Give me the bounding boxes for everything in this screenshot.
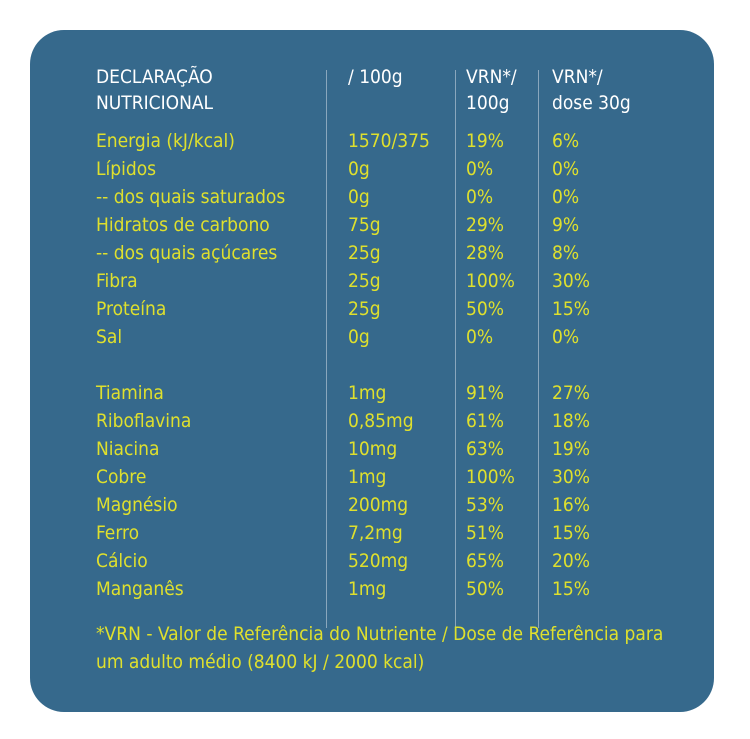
nutrient-name: Hidratos de carbono bbox=[96, 214, 270, 236]
nutrient-name: Proteína bbox=[96, 298, 167, 320]
table-row: -- dos quais saturados 0g 0% 0% bbox=[30, 183, 714, 211]
table-row: Ferro 7,2mg 51% 15% bbox=[30, 519, 714, 547]
vrn-dose-value: 15% bbox=[552, 522, 590, 544]
per-100g-value: 25g bbox=[348, 242, 381, 264]
nutrient-name: Fibra bbox=[96, 270, 138, 292]
nutrient-name: Ferro bbox=[96, 522, 140, 544]
per-100g-value: 10mg bbox=[348, 438, 398, 460]
nutrient-name: Lípidos bbox=[96, 158, 157, 180]
per-100g-value: 1mg bbox=[348, 466, 387, 488]
nutrient-name: Riboflavina bbox=[96, 410, 192, 432]
vrn-100g-value: 19% bbox=[466, 130, 504, 152]
vrn-100g-value: 29% bbox=[466, 214, 504, 236]
per-100g-value: 200mg bbox=[348, 494, 409, 516]
header-nutrition-declaration: DECLARAÇÃO NUTRICIONAL bbox=[96, 66, 214, 114]
vrn-dose-value: 20% bbox=[552, 550, 590, 572]
vrn-100g-value: 61% bbox=[466, 410, 504, 432]
vrn-dose-value: 27% bbox=[552, 382, 590, 404]
per-100g-value: 75g bbox=[348, 214, 381, 236]
per-100g-value: 0g bbox=[348, 186, 370, 208]
vrn-100g-value: 0% bbox=[466, 186, 494, 208]
per-100g-value: 25g bbox=[348, 298, 381, 320]
nutrient-name: Magnésio bbox=[96, 494, 178, 516]
table-row: Fibra 25g 100% 30% bbox=[30, 267, 714, 295]
table-row: Cobre 1mg 100% 30% bbox=[30, 463, 714, 491]
column-divider bbox=[326, 70, 327, 628]
vrn-100g-value: 100% bbox=[466, 270, 515, 292]
column-divider bbox=[455, 70, 456, 628]
per-100g-value: 1570/375 bbox=[348, 130, 430, 152]
vrn-100g-value: 65% bbox=[466, 550, 504, 572]
table-row: Tiamina 1mg 91% 27% bbox=[30, 379, 714, 407]
vrn-100g-value: 50% bbox=[466, 298, 504, 320]
table-row: Magnésio 200mg 53% 16% bbox=[30, 491, 714, 519]
vrn-dose-value: 0% bbox=[552, 186, 580, 208]
vrn-dose-value: 0% bbox=[552, 158, 580, 180]
vrn-dose-value: 15% bbox=[552, 298, 590, 320]
vrn-100g-value: 100% bbox=[466, 466, 515, 488]
table-row: Manganês 1mg 50% 15% bbox=[30, 575, 714, 603]
header-per-100g: / 100g bbox=[348, 66, 403, 88]
table-row: -- dos quais açúcares 25g 28% 8% bbox=[30, 239, 714, 267]
per-100g-value: 1mg bbox=[348, 382, 387, 404]
nutrition-table-card: DECLARAÇÃO NUTRICIONAL / 100g VRN*/ 100g… bbox=[30, 30, 714, 712]
vrn-dose-value: 0% bbox=[552, 326, 580, 348]
per-100g-value: 7,2mg bbox=[348, 522, 403, 544]
table-row: Riboflavina 0,85mg 61% 18% bbox=[30, 407, 714, 435]
per-100g-value: 0g bbox=[348, 158, 370, 180]
vrn-100g-value: 0% bbox=[466, 158, 494, 180]
nutrient-name: -- dos quais saturados bbox=[96, 186, 286, 208]
table-row: Cálcio 520mg 65% 20% bbox=[30, 547, 714, 575]
header-vrn-100g: VRN*/ 100g bbox=[466, 66, 517, 114]
nutrient-name: Manganês bbox=[96, 578, 184, 600]
per-100g-value: 520mg bbox=[348, 550, 409, 572]
vrn-dose-value: 19% bbox=[552, 438, 590, 460]
vrn-100g-value: 51% bbox=[466, 522, 504, 544]
table-row: Energia (kJ/kcal) 1570/375 19% 6% bbox=[30, 127, 714, 155]
vrn-100g-value: 53% bbox=[466, 494, 504, 516]
footnote: *VRN - Valor de Referência do Nutriente … bbox=[96, 623, 664, 673]
vrn-100g-value: 0% bbox=[466, 326, 494, 348]
vrn-100g-value: 28% bbox=[466, 242, 504, 264]
vrn-dose-value: 6% bbox=[552, 130, 580, 152]
vrn-dose-value: 18% bbox=[552, 410, 590, 432]
nutrient-name: -- dos quais açúcares bbox=[96, 242, 278, 264]
nutrient-name: Sal bbox=[96, 326, 123, 348]
nutrient-name: Cálcio bbox=[96, 550, 148, 572]
table-row: Sal 0g 0% 0% bbox=[30, 323, 714, 351]
vrn-dose-value: 16% bbox=[552, 494, 590, 516]
table-row: Proteína 25g 50% 15% bbox=[30, 295, 714, 323]
per-100g-value: 0,85mg bbox=[348, 410, 414, 432]
vrn-100g-value: 63% bbox=[466, 438, 504, 460]
vrn-dose-value: 8% bbox=[552, 242, 580, 264]
vrn-100g-value: 91% bbox=[466, 382, 504, 404]
vrn-100g-value: 50% bbox=[466, 578, 504, 600]
nutrient-name: Tiamina bbox=[96, 382, 164, 404]
table-row: Niacina 10mg 63% 19% bbox=[30, 435, 714, 463]
per-100g-value: 25g bbox=[348, 270, 381, 292]
table-row: Hidratos de carbono 75g 29% 9% bbox=[30, 211, 714, 239]
header-vrn-dose: VRN*/ dose 30g bbox=[552, 66, 631, 114]
per-100g-value: 1mg bbox=[348, 578, 387, 600]
per-100g-value: 0g bbox=[348, 326, 370, 348]
vrn-dose-value: 30% bbox=[552, 270, 590, 292]
nutrient-name: Cobre bbox=[96, 466, 147, 488]
vrn-dose-value: 9% bbox=[552, 214, 580, 236]
vrn-dose-value: 15% bbox=[552, 578, 590, 600]
nutrient-name: Energia (kJ/kcal) bbox=[96, 130, 235, 152]
table-row: Lípidos 0g 0% 0% bbox=[30, 155, 714, 183]
nutrient-name: Niacina bbox=[96, 438, 160, 460]
vrn-dose-value: 30% bbox=[552, 466, 590, 488]
column-divider bbox=[538, 70, 539, 628]
